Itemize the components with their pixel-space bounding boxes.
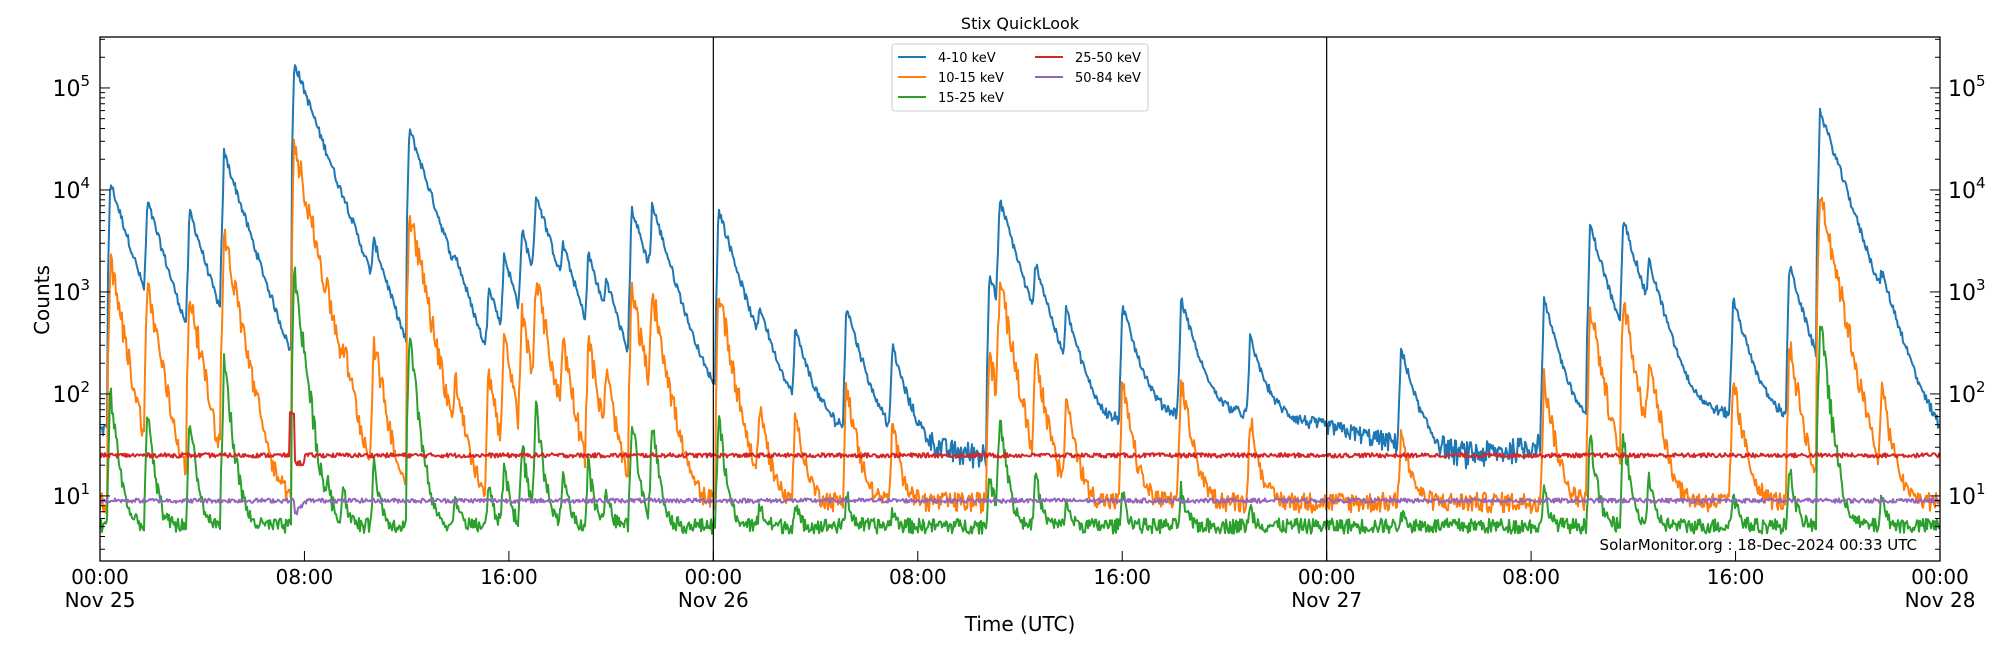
legend-label: 10-15 keV: [938, 71, 1004, 86]
y-tick-label-right: 105: [1948, 72, 1986, 102]
x-tick-label-time: 08:00: [276, 565, 334, 589]
y-tick-label-left: 105: [52, 72, 90, 102]
y-tick-label-left: 103: [52, 276, 90, 306]
plot-frame: [99, 36, 1941, 562]
y-tick-label-left: 104: [52, 174, 90, 204]
y-tick-label-left: 101: [52, 480, 90, 510]
series-line-50-84-kev: [100, 497, 1940, 516]
x-tick-label-time: 00:00: [1911, 565, 1969, 589]
legend-label: 4-10 keV: [938, 51, 996, 66]
y-tick-label-right: 101: [1948, 480, 1986, 510]
x-tick-label-time: 16:00: [480, 565, 538, 589]
x-axis-label: Time (UTC): [964, 612, 1076, 636]
x-tick-label-date: Nov 27: [1291, 588, 1362, 612]
x-tick-label-time: 16:00: [1093, 565, 1151, 589]
x-tick-label-time: 00:00: [685, 565, 743, 589]
x-tick-label-time: 00:00: [71, 565, 129, 589]
x-tick-label-date: Nov 26: [678, 588, 749, 612]
series-layer: [100, 64, 1940, 535]
series-line-4-10-kev: [100, 64, 1940, 470]
y-tick-label-left: 102: [52, 378, 90, 408]
legend-box: [891, 43, 1149, 112]
legend: 4-10 keV 10-15 keV 15-25 keV 25-50 keV 50-84…: [891, 43, 1149, 112]
x-tick-label-time: 08:00: [1502, 565, 1560, 589]
y-tick-label-right: 102: [1948, 378, 1986, 408]
chart-title: Stix QuickLook: [961, 14, 1080, 33]
x-tick-label-date: Nov 25: [65, 588, 136, 612]
y-tick-label-right: 104: [1948, 174, 1986, 204]
series-line-10-15-kev: [100, 138, 1940, 514]
y-axis-label: Counts: [30, 265, 54, 335]
y-tick-label-right: 103: [1948, 276, 1986, 306]
legend-label: 15-25 keV: [938, 91, 1004, 106]
x-tick-label-time: 08:00: [889, 565, 947, 589]
series-line-25-50-kev: [100, 411, 1940, 467]
x-tick-label-time: 16:00: [1707, 565, 1765, 589]
legend-label: 25-50 keV: [1075, 51, 1141, 66]
timestamp-annotation: SolarMonitor.org : 18-Dec-2024 00:33 UTC: [1600, 536, 1917, 554]
legend-label: 50-84 keV: [1075, 71, 1141, 86]
x-tick-label-date: Nov 28: [1905, 588, 1976, 612]
x-tick-label-time: 00:00: [1298, 565, 1356, 589]
